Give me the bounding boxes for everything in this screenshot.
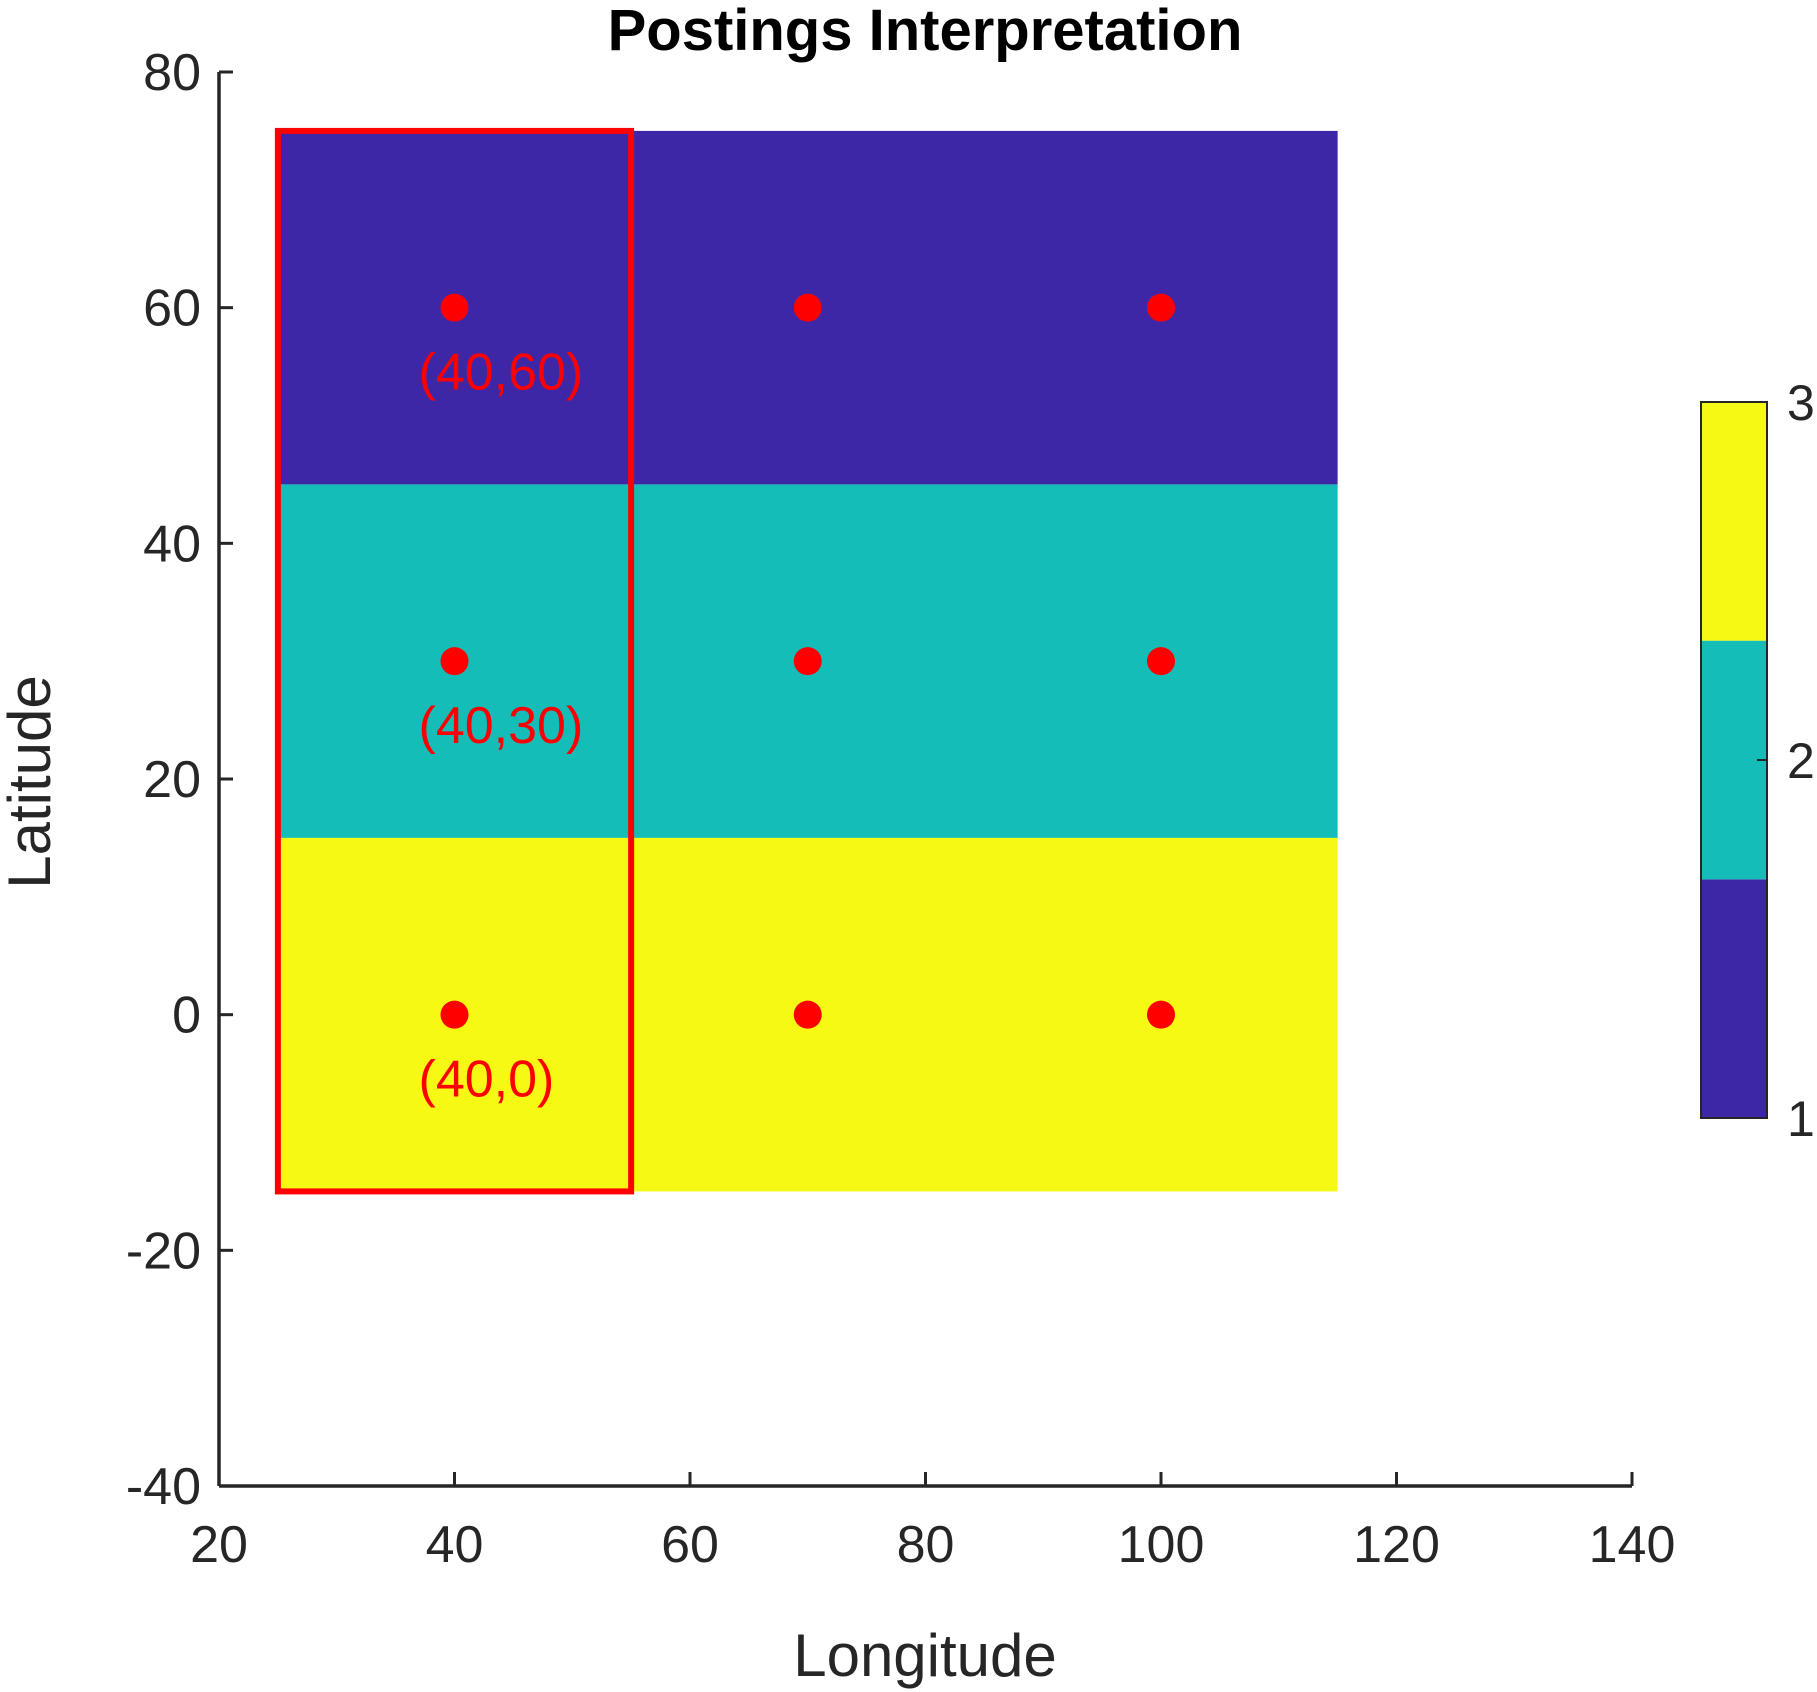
x-tick-label: 40 [426,1516,484,1574]
x-axis-title: Longitude [793,1622,1057,1689]
chart-title: Postings Interpretation [608,0,1243,63]
data-point [440,293,469,322]
data-point [1147,1000,1175,1029]
colorbar: 1 2 3 [1700,375,1815,1147]
data-point [1147,293,1175,322]
data-point [1147,647,1175,676]
axes: 20 40 60 80 100 120 140 -40 -20 0 20 40 60 80 [126,44,1676,1574]
highlight-box [274,127,635,1195]
x-tick-label: 60 [661,1516,719,1574]
y-tick-label: 40 [143,515,201,573]
y-tick-label: 20 [143,751,201,809]
x-tick-label: 140 [1589,1516,1676,1574]
point-annotation: (40,60) [419,344,584,402]
colorbar-tick-label: 2 [1787,733,1815,789]
data-point [793,647,822,676]
colorbar-segment [1701,640,1767,880]
data-point [440,647,469,676]
colorbar-segment [1701,402,1767,641]
data-point [793,1000,822,1029]
y-tick-label: 0 [172,987,201,1045]
point-annotations: (40,60) (40,30) (40,0) [419,344,584,1109]
y-tick-label: 60 [143,280,201,338]
x-tick-label: 100 [1118,1516,1205,1574]
data-point [440,1000,469,1029]
x-tick-label: 80 [897,1516,955,1574]
y-tick-label: -20 [126,1222,201,1280]
y-tick-label: 80 [143,44,201,102]
data-point [793,293,822,322]
y-axis-title: Latitude [0,675,63,889]
colorbar-tick-label: 3 [1787,375,1815,431]
colorbar-tick-label: 1 [1787,1091,1815,1147]
point-annotation: (40,0) [419,1051,555,1109]
x-tick-label: 120 [1353,1516,1440,1574]
data-points [440,293,1175,1029]
point-annotation: (40,30) [419,697,584,755]
colorbar-segment [1701,879,1767,1118]
highlight-box-layer [274,127,635,1195]
y-tick-label: -40 [126,1458,201,1516]
x-tick-label: 20 [190,1516,248,1574]
